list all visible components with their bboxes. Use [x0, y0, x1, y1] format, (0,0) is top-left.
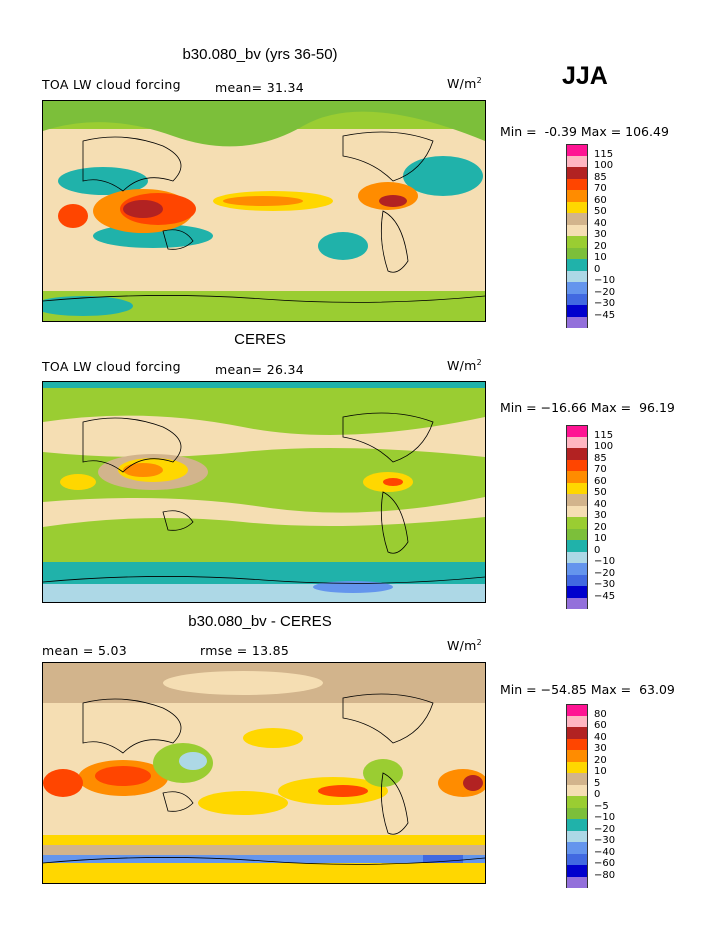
legend-label: 5 — [594, 778, 601, 789]
panel2-legend: 115 100 85 70 60 50 40 30 20 10 0 −10 −2… — [566, 425, 615, 609]
panel1-map-svg — [43, 101, 485, 321]
panel3-legend: 80 60 40 30 20 10 5 0 −5 −10 −20 −30 −40… — [566, 704, 615, 888]
legend-label: −30 — [594, 298, 616, 309]
legend-label: 85 — [594, 453, 607, 464]
panel2-units: W/m2 — [447, 358, 483, 374]
panel3-map-svg — [43, 663, 485, 883]
legend-label: −80 — [594, 870, 616, 881]
legend-label: −40 — [594, 847, 616, 858]
panel1-mean: mean= 31.34 — [215, 80, 304, 95]
legend-label: −10 — [594, 275, 616, 286]
legend-label: 40 — [594, 499, 607, 510]
panel3-minmax: Min = −54.85 Max = 63.09 — [500, 682, 675, 697]
legend-label: −10 — [594, 556, 616, 567]
legend-label: −30 — [594, 835, 616, 846]
panel2-title: CERES — [234, 331, 286, 348]
legend-label: −30 — [594, 579, 616, 590]
legend-label: 60 — [594, 195, 607, 206]
panel2-field-label: TOA LW cloud forcing — [42, 359, 181, 374]
legend-label: 115 — [594, 149, 614, 160]
legend-label: 0 — [594, 545, 601, 556]
legend-label: −10 — [594, 812, 616, 823]
legend-label: 20 — [594, 522, 607, 533]
legend-label: 10 — [594, 252, 607, 263]
legend-label: 60 — [594, 720, 607, 731]
legend-label: −5 — [594, 801, 609, 812]
legend-label: 10 — [594, 533, 607, 544]
legend-label: 50 — [594, 487, 607, 498]
panel2-minmax: Min = −16.66 Max = 96.19 — [500, 400, 675, 415]
panel1-units: W/m2 — [447, 76, 483, 92]
legend-label: 0 — [594, 789, 601, 800]
legend-label: 80 — [594, 709, 607, 720]
legend-label: 30 — [594, 510, 607, 521]
legend-label: −20 — [594, 287, 616, 298]
panel3-units: W/m2 — [447, 638, 483, 654]
panel2-map — [42, 381, 486, 603]
legend-label: 85 — [594, 172, 607, 183]
legend-label: 40 — [594, 732, 607, 743]
legend-label: 100 — [594, 441, 614, 452]
legend-label: 70 — [594, 183, 607, 194]
panel3-title: b30.080_bv - CERES — [188, 613, 332, 630]
legend-label: 100 — [594, 160, 614, 171]
legend-label: −20 — [594, 824, 616, 835]
panel3-rmse: rmse = 13.85 — [200, 643, 290, 658]
legend-label: 10 — [594, 766, 607, 777]
legend-label: 30 — [594, 229, 607, 240]
legend-label: 70 — [594, 464, 607, 475]
legend-label: 30 — [594, 743, 607, 754]
season-label: JJA — [562, 62, 608, 90]
legend-label: 115 — [594, 430, 614, 441]
legend-label: 20 — [594, 241, 607, 252]
legend-label: −45 — [594, 591, 616, 602]
legend-label: 60 — [594, 476, 607, 487]
legend-label: 0 — [594, 264, 601, 275]
panel1-title: b30.080_bv (yrs 36-50) — [182, 46, 338, 63]
legend-label: 50 — [594, 206, 607, 217]
panel1-map — [42, 100, 486, 322]
panel2-mean: mean= 26.34 — [215, 362, 304, 377]
panel3-mean: mean = 5.03 — [42, 643, 128, 658]
legend-label: −20 — [594, 568, 616, 579]
panel2-map-svg — [43, 382, 485, 602]
panel1-minmax: Min = -0.39 Max = 106.49 — [500, 124, 669, 139]
legend-label: 20 — [594, 755, 607, 766]
panel1-legend: 115 100 85 70 60 50 40 30 20 10 0 −10 −2… — [566, 144, 615, 328]
legend-label: 40 — [594, 218, 607, 229]
legend-label: −60 — [594, 858, 616, 869]
panel3-map — [42, 662, 486, 884]
panel1-field-label: TOA LW cloud forcing — [42, 77, 181, 92]
legend-label: −45 — [594, 310, 616, 321]
